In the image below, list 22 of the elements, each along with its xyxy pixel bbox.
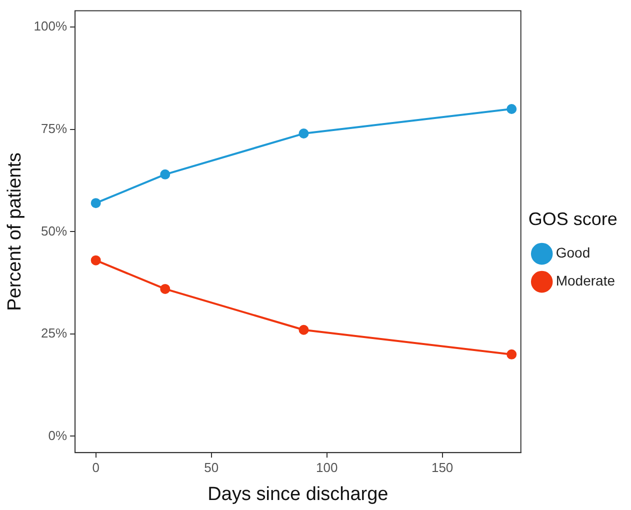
point [160,169,170,180]
legend-label: Moderate [556,272,616,289]
point [506,104,517,114]
y-tick-label: 75% [41,121,68,136]
y-axis-title: Percent of patients [4,152,26,311]
legend-label: Good [556,244,590,261]
point [506,349,517,360]
x-tick-label: 100 [316,460,338,475]
legend-title: GOS score [528,209,618,230]
point [90,198,101,208]
x-tick-label: 150 [431,460,454,475]
x-axis-title: Days since discharge [208,484,388,505]
y-tick-label: 50% [41,223,68,238]
y-tick-label: 100% [34,18,68,34]
point [298,324,309,335]
y-tick-label: 25% [41,326,68,341]
point [160,284,170,294]
x-tick-label: 0 [92,460,100,475]
point [298,128,309,139]
point [90,255,101,266]
y-tick-label: 0% [48,428,68,443]
x-tick-label: 50 [204,460,219,475]
